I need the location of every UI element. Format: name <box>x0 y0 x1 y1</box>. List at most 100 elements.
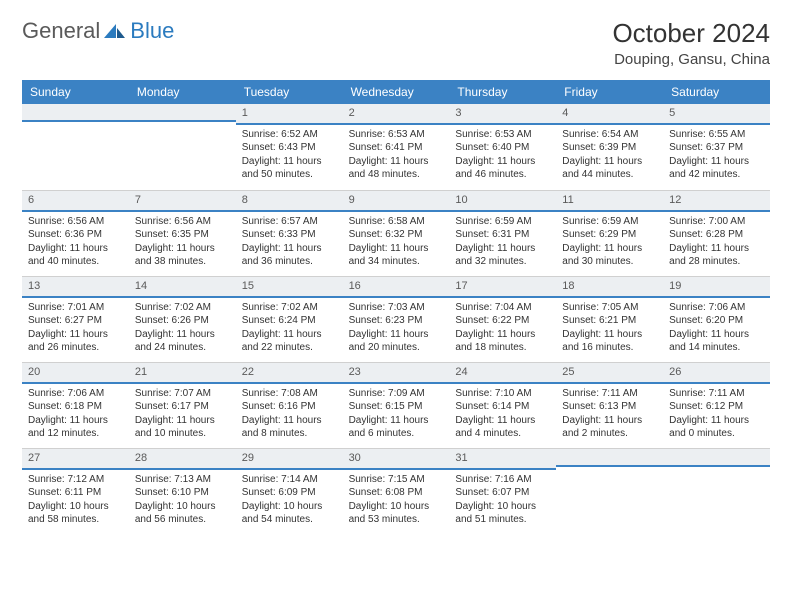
calendar-cell: 5Sunrise: 6:55 AMSunset: 6:37 PMDaylight… <box>663 104 770 190</box>
day-number: 6 <box>22 191 129 212</box>
sunset-text: Sunset: 6:07 PM <box>455 486 550 500</box>
calendar-cell: 27Sunrise: 7:12 AMSunset: 6:11 PMDayligh… <box>22 448 129 534</box>
day-number: 18 <box>556 277 663 298</box>
calendar-cell: 18Sunrise: 7:05 AMSunset: 6:21 PMDayligh… <box>556 276 663 362</box>
cell-body: Sunrise: 7:11 AMSunset: 6:12 PMDaylight:… <box>663 384 770 447</box>
sunrise-text: Sunrise: 6:56 AM <box>28 215 123 229</box>
calendar-week-row: 27Sunrise: 7:12 AMSunset: 6:11 PMDayligh… <box>22 448 770 534</box>
cell-body: Sunrise: 6:57 AMSunset: 6:33 PMDaylight:… <box>236 212 343 275</box>
calendar-cell: 4Sunrise: 6:54 AMSunset: 6:39 PMDaylight… <box>556 104 663 190</box>
calendar-week-row: 6Sunrise: 6:56 AMSunset: 6:36 PMDaylight… <box>22 190 770 276</box>
sunset-text: Sunset: 6:33 PM <box>242 228 337 242</box>
calendar-cell: 24Sunrise: 7:10 AMSunset: 6:14 PMDayligh… <box>449 362 556 448</box>
title-block: October 2024 Douping, Gansu, China <box>612 18 770 68</box>
daylight-text: Daylight: 11 hours and 18 minutes. <box>455 328 550 355</box>
daylight-text: Daylight: 11 hours and 50 minutes. <box>242 155 337 182</box>
calendar-cell <box>663 448 770 534</box>
calendar-cell: 26Sunrise: 7:11 AMSunset: 6:12 PMDayligh… <box>663 362 770 448</box>
sunrise-text: Sunrise: 7:08 AM <box>242 387 337 401</box>
sunset-text: Sunset: 6:40 PM <box>455 141 550 155</box>
sunset-text: Sunset: 6:11 PM <box>28 486 123 500</box>
day-number: 21 <box>129 363 236 384</box>
weekday-header: Sunday <box>22 80 129 104</box>
calendar-cell: 14Sunrise: 7:02 AMSunset: 6:26 PMDayligh… <box>129 276 236 362</box>
cell-body: Sunrise: 7:06 AMSunset: 6:18 PMDaylight:… <box>22 384 129 447</box>
day-number: 25 <box>556 363 663 384</box>
weekday-header: Tuesday <box>236 80 343 104</box>
calendar-cell: 31Sunrise: 7:16 AMSunset: 6:07 PMDayligh… <box>449 448 556 534</box>
day-number: 5 <box>663 104 770 125</box>
cell-body: Sunrise: 7:05 AMSunset: 6:21 PMDaylight:… <box>556 298 663 361</box>
sunset-text: Sunset: 6:35 PM <box>135 228 230 242</box>
sunrise-text: Sunrise: 7:02 AM <box>135 301 230 315</box>
calendar-cell: 28Sunrise: 7:13 AMSunset: 6:10 PMDayligh… <box>129 448 236 534</box>
calendar-cell: 11Sunrise: 6:59 AMSunset: 6:29 PMDayligh… <box>556 190 663 276</box>
daylight-text: Daylight: 11 hours and 32 minutes. <box>455 242 550 269</box>
sunrise-text: Sunrise: 7:09 AM <box>349 387 444 401</box>
day-number <box>22 104 129 122</box>
day-number <box>663 449 770 467</box>
cell-body: Sunrise: 7:07 AMSunset: 6:17 PMDaylight:… <box>129 384 236 447</box>
day-number: 29 <box>236 449 343 470</box>
weekday-header: Friday <box>556 80 663 104</box>
sunset-text: Sunset: 6:18 PM <box>28 400 123 414</box>
cell-body: Sunrise: 6:59 AMSunset: 6:29 PMDaylight:… <box>556 212 663 275</box>
sunset-text: Sunset: 6:37 PM <box>669 141 764 155</box>
cell-body: Sunrise: 6:56 AMSunset: 6:36 PMDaylight:… <box>22 212 129 275</box>
daylight-text: Daylight: 11 hours and 0 minutes. <box>669 414 764 441</box>
day-number <box>129 104 236 122</box>
daylight-text: Daylight: 11 hours and 6 minutes. <box>349 414 444 441</box>
daylight-text: Daylight: 10 hours and 51 minutes. <box>455 500 550 527</box>
calendar-cell: 7Sunrise: 6:56 AMSunset: 6:35 PMDaylight… <box>129 190 236 276</box>
logo-text-2: Blue <box>130 18 174 44</box>
sunset-text: Sunset: 6:08 PM <box>349 486 444 500</box>
calendar-cell: 25Sunrise: 7:11 AMSunset: 6:13 PMDayligh… <box>556 362 663 448</box>
daylight-text: Daylight: 11 hours and 38 minutes. <box>135 242 230 269</box>
cell-body: Sunrise: 6:53 AMSunset: 6:40 PMDaylight:… <box>449 125 556 188</box>
day-number: 20 <box>22 363 129 384</box>
cell-body: Sunrise: 7:02 AMSunset: 6:26 PMDaylight:… <box>129 298 236 361</box>
sunrise-text: Sunrise: 7:05 AM <box>562 301 657 315</box>
daylight-text: Daylight: 10 hours and 53 minutes. <box>349 500 444 527</box>
sunrise-text: Sunrise: 6:54 AM <box>562 128 657 142</box>
cell-body <box>663 467 770 476</box>
sunrise-text: Sunrise: 7:10 AM <box>455 387 550 401</box>
daylight-text: Daylight: 11 hours and 34 minutes. <box>349 242 444 269</box>
day-number: 3 <box>449 104 556 125</box>
calendar-week-row: 13Sunrise: 7:01 AMSunset: 6:27 PMDayligh… <box>22 276 770 362</box>
day-number: 14 <box>129 277 236 298</box>
cell-body <box>22 122 129 131</box>
calendar-cell: 1Sunrise: 6:52 AMSunset: 6:43 PMDaylight… <box>236 104 343 190</box>
calendar-cell: 30Sunrise: 7:15 AMSunset: 6:08 PMDayligh… <box>343 448 450 534</box>
cell-body: Sunrise: 7:09 AMSunset: 6:15 PMDaylight:… <box>343 384 450 447</box>
sunset-text: Sunset: 6:15 PM <box>349 400 444 414</box>
day-number: 23 <box>343 363 450 384</box>
calendar-cell: 9Sunrise: 6:58 AMSunset: 6:32 PMDaylight… <box>343 190 450 276</box>
daylight-text: Daylight: 11 hours and 40 minutes. <box>28 242 123 269</box>
calendar-week-row: 20Sunrise: 7:06 AMSunset: 6:18 PMDayligh… <box>22 362 770 448</box>
day-number: 13 <box>22 277 129 298</box>
calendar-cell: 3Sunrise: 6:53 AMSunset: 6:40 PMDaylight… <box>449 104 556 190</box>
daylight-text: Daylight: 11 hours and 22 minutes. <box>242 328 337 355</box>
day-number: 2 <box>343 104 450 125</box>
day-number: 24 <box>449 363 556 384</box>
day-number: 26 <box>663 363 770 384</box>
sunset-text: Sunset: 6:43 PM <box>242 141 337 155</box>
sunset-text: Sunset: 6:31 PM <box>455 228 550 242</box>
daylight-text: Daylight: 11 hours and 30 minutes. <box>562 242 657 269</box>
page-header: General Blue October 2024 Douping, Gansu… <box>22 18 770 68</box>
day-number: 11 <box>556 191 663 212</box>
logo: General Blue <box>22 18 174 44</box>
cell-body: Sunrise: 6:54 AMSunset: 6:39 PMDaylight:… <box>556 125 663 188</box>
day-number: 15 <box>236 277 343 298</box>
weekday-header: Monday <box>129 80 236 104</box>
daylight-text: Daylight: 11 hours and 26 minutes. <box>28 328 123 355</box>
daylight-text: Daylight: 11 hours and 12 minutes. <box>28 414 123 441</box>
calendar-cell <box>129 104 236 190</box>
daylight-text: Daylight: 11 hours and 28 minutes. <box>669 242 764 269</box>
daylight-text: Daylight: 11 hours and 46 minutes. <box>455 155 550 182</box>
sunrise-text: Sunrise: 7:12 AM <box>28 473 123 487</box>
daylight-text: Daylight: 11 hours and 44 minutes. <box>562 155 657 182</box>
cell-body: Sunrise: 7:00 AMSunset: 6:28 PMDaylight:… <box>663 212 770 275</box>
cell-body: Sunrise: 7:08 AMSunset: 6:16 PMDaylight:… <box>236 384 343 447</box>
